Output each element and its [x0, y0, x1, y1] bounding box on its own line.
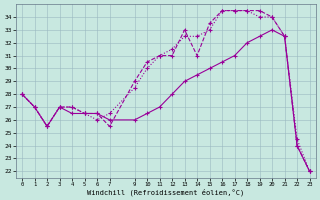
X-axis label: Windchill (Refroidissement éolien,°C): Windchill (Refroidissement éolien,°C) [87, 188, 244, 196]
